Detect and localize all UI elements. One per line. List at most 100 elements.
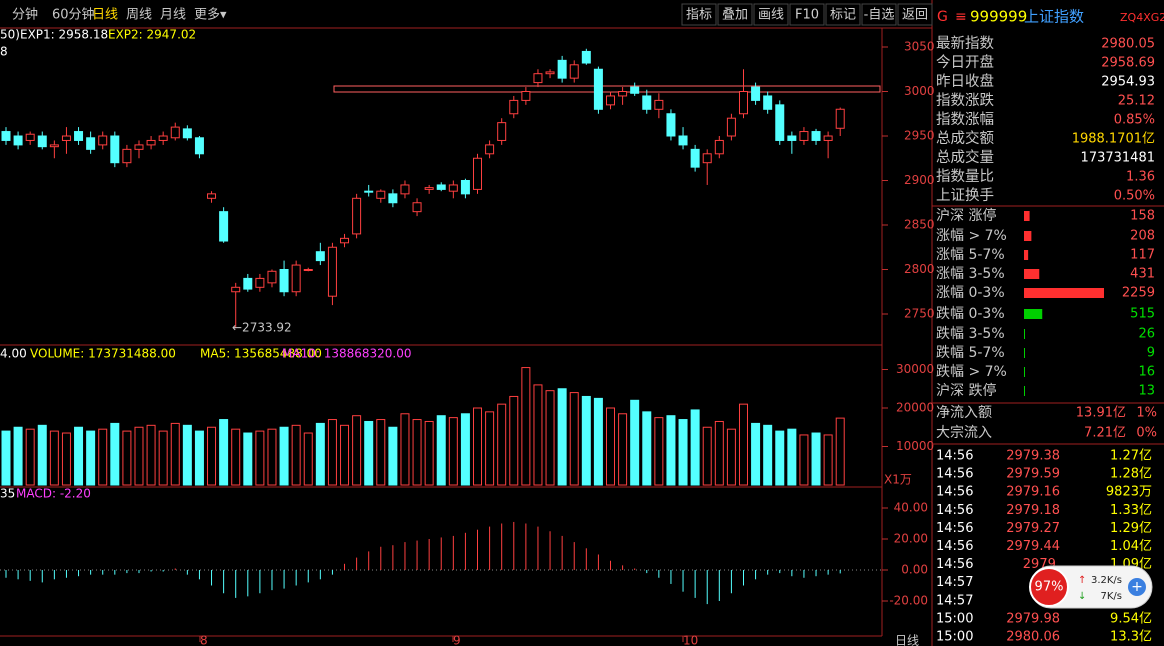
volume-bar: [557, 388, 567, 486]
label: 50): [0, 28, 20, 42]
breadth-bar: [1024, 288, 1104, 298]
candle-body: [738, 91, 748, 115]
breadth-label: 跌幅 3-5%: [936, 326, 1005, 342]
volume-bar: [497, 403, 507, 486]
button-bg[interactable]: [717, 3, 753, 26]
quote-label: 昨日收盘: [936, 72, 994, 90]
breadth-bar: [1024, 211, 1030, 221]
unit: X1万: [884, 473, 912, 487]
flow-label: 净流入额: [936, 405, 992, 421]
button-bg[interactable]: [681, 3, 717, 26]
candle-body: [690, 148, 700, 168]
tick-time: 14:56: [936, 449, 973, 464]
candle-body: [569, 64, 579, 79]
quote-value: 1988.1701亿: [1072, 132, 1155, 147]
breadth-count: 9: [1147, 346, 1155, 361]
candle-body: [811, 131, 821, 141]
volume-bar: [678, 419, 688, 486]
tick-amount: 1.29亿: [1110, 521, 1152, 536]
tick-amount: 1.27亿: [1110, 449, 1152, 464]
candle-body: [158, 135, 168, 141]
button[interactable]: -自选: [864, 8, 895, 23]
plus[interactable]: +: [1131, 579, 1143, 595]
candle-body: [545, 71, 555, 75]
tick-price: 2979.44: [1006, 539, 1060, 554]
plus-button[interactable]: [1128, 578, 1146, 596]
button-bg[interactable]: [861, 3, 897, 26]
quote-label: 最新指数: [936, 35, 994, 52]
quote-label: 今日开盘: [936, 53, 994, 71]
volume-bar: [763, 424, 773, 486]
tick-time: 14:57: [936, 593, 973, 608]
volume-bar: [146, 424, 156, 486]
tick-time: 15:00: [936, 611, 973, 626]
volume-bar: [811, 432, 821, 486]
candle-body: [388, 193, 398, 204]
candle-body: [678, 135, 688, 146]
candle-body: [170, 126, 180, 139]
x-tick-label: 10: [683, 634, 698, 646]
candle-body: [364, 190, 374, 193]
candle-body: [352, 197, 362, 235]
breadth-count: 431: [1130, 267, 1155, 282]
tab: 分钟: [12, 7, 38, 23]
button[interactable]: 返回: [902, 8, 928, 23]
button[interactable]: 指标: [686, 8, 712, 23]
quote-value: 0.85%: [1114, 113, 1155, 128]
breadth-count: 2259: [1122, 286, 1155, 301]
candle-body: [460, 180, 470, 195]
tick-price: 2979.27: [1006, 521, 1060, 536]
candle-body: [799, 131, 809, 141]
volume-bar: [364, 420, 374, 486]
volume-bar: [122, 430, 132, 486]
volume-bar: [158, 430, 168, 486]
volume-bar: [460, 413, 470, 486]
volume-bar: [255, 430, 265, 486]
candle-body: [763, 95, 773, 110]
breadth-count: 16: [1138, 365, 1155, 380]
button-bg[interactable]: [825, 3, 861, 26]
tab: 60分钟: [52, 7, 95, 23]
tick-price: 2979.59: [1006, 467, 1060, 482]
volume-bar: [424, 420, 434, 486]
button[interactable]: F10: [795, 8, 819, 23]
candle-body: [267, 270, 277, 284]
arrow-down: ↓: [1078, 591, 1086, 602]
volume-bar: [618, 413, 628, 486]
button-bg[interactable]: [753, 3, 789, 26]
tick-time: 14:56: [936, 467, 973, 482]
button[interactable]: 画线: [758, 8, 784, 23]
breadth-bar: [1024, 386, 1025, 396]
quote-value: 1.36: [1126, 170, 1155, 185]
candle-body: [714, 139, 724, 155]
button[interactable]: 标记: [830, 8, 856, 23]
button-bg[interactable]: [897, 3, 933, 26]
volume-bar: [436, 415, 446, 486]
tick-time: 14:56: [936, 521, 973, 536]
breadth-bar: [1024, 367, 1025, 377]
button[interactable]: 叠加: [722, 8, 748, 23]
breadth-label: 涨幅 5-7%: [936, 247, 1005, 263]
volume-bar: [340, 424, 350, 486]
candle-body: [98, 135, 108, 146]
candle-body: [835, 108, 845, 129]
breadth-label: 跌幅 5-7%: [936, 345, 1005, 361]
volume-bar: [738, 403, 748, 486]
breadth-label: 涨幅 0-3%: [936, 285, 1005, 301]
y-tick-label: 2950: [904, 129, 935, 143]
volume-bar: [630, 399, 640, 486]
candle-body: [593, 68, 603, 110]
candle-body: [61, 135, 71, 141]
popup-up: 3.2K/s: [1091, 575, 1122, 586]
tick-amount: 9.54亿: [1110, 611, 1152, 626]
candle-body: [182, 128, 192, 139]
breadth-bar: [1024, 269, 1040, 279]
tick-time: 14:57: [936, 575, 973, 590]
tick-price: 2979.98: [1006, 611, 1060, 626]
quote-value: 2958.69: [1101, 56, 1155, 71]
breadth-label: 涨幅 3-5%: [936, 266, 1005, 282]
volume-bar: [606, 407, 615, 486]
button-bg[interactable]: [789, 3, 825, 26]
candle-body: [340, 237, 350, 244]
